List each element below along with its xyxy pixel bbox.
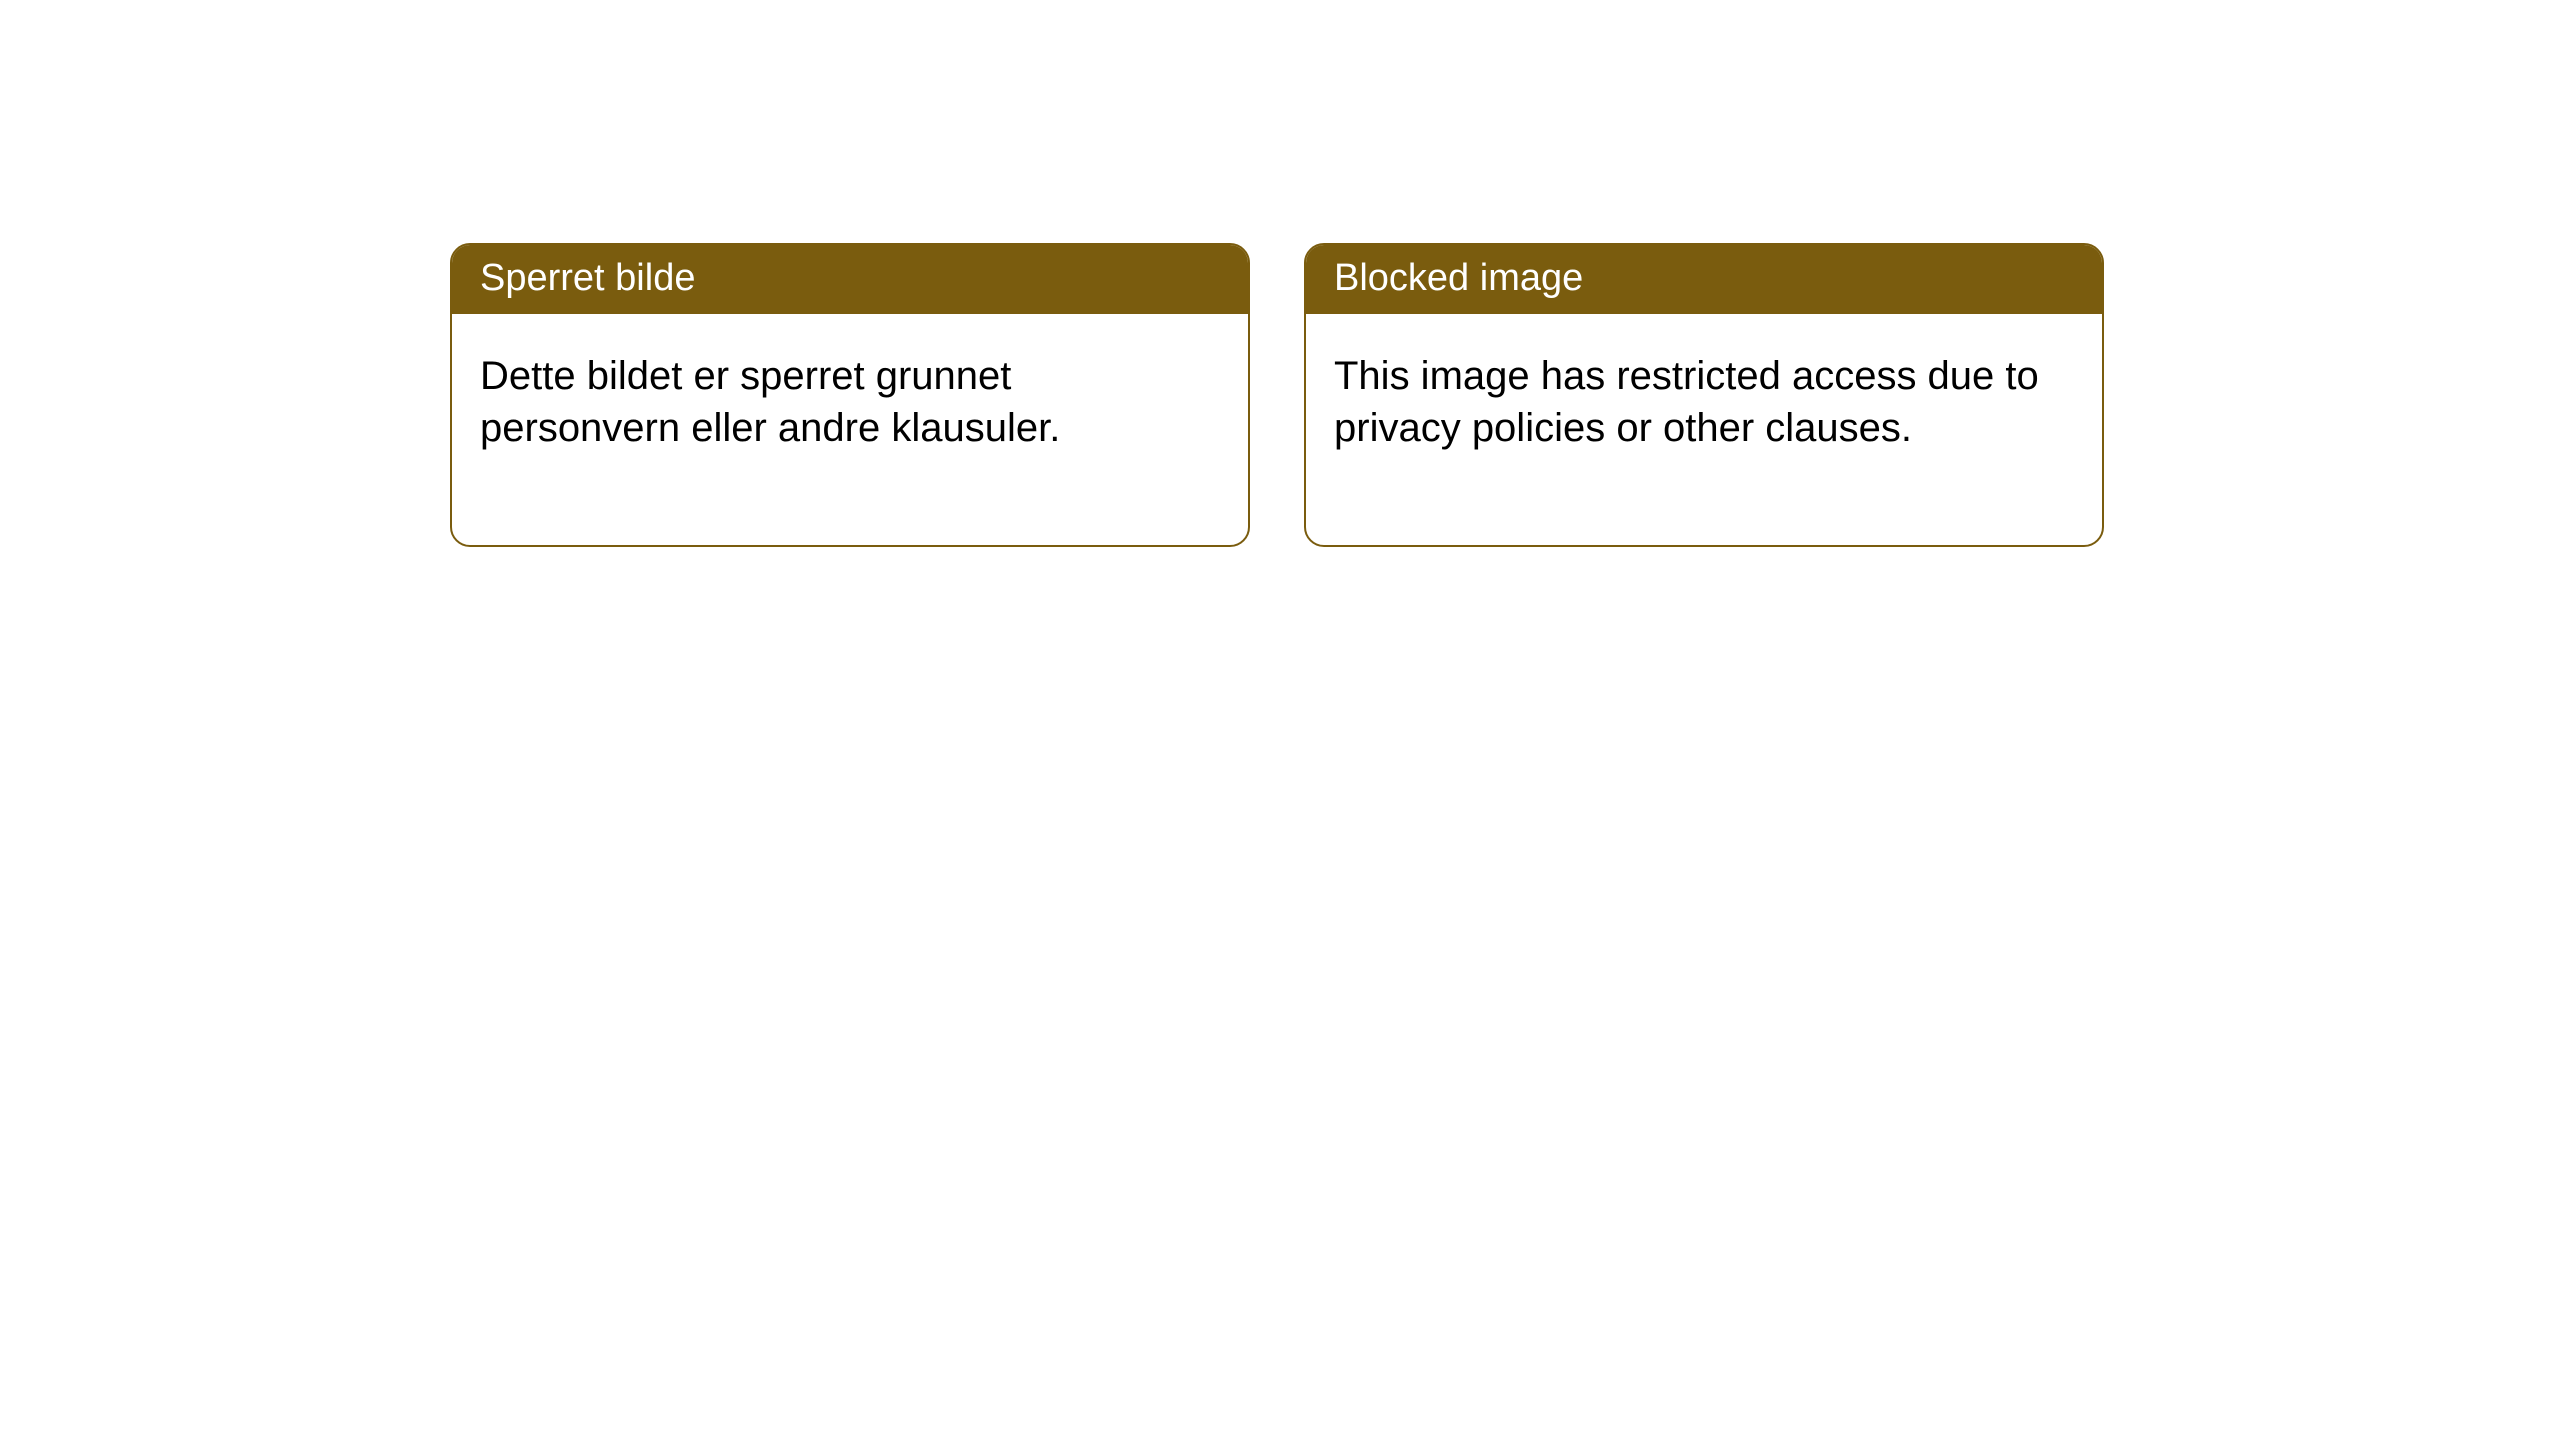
notice-card-header: Blocked image (1306, 245, 2102, 314)
notice-card-body: This image has restricted access due to … (1306, 314, 2102, 546)
notice-card-title: Blocked image (1334, 257, 1583, 299)
notice-card-english: Blocked image This image has restricted … (1304, 243, 2104, 547)
notice-cards-container: Sperret bilde Dette bildet er sperret gr… (0, 0, 2560, 547)
notice-card-text: This image has restricted access due to … (1334, 350, 2074, 456)
notice-card-title: Sperret bilde (480, 257, 695, 299)
notice-card-text: Dette bildet er sperret grunnet personve… (480, 350, 1220, 456)
notice-card-header: Sperret bilde (452, 245, 1248, 314)
notice-card-norwegian: Sperret bilde Dette bildet er sperret gr… (450, 243, 1250, 547)
notice-card-body: Dette bildet er sperret grunnet personve… (452, 314, 1248, 546)
